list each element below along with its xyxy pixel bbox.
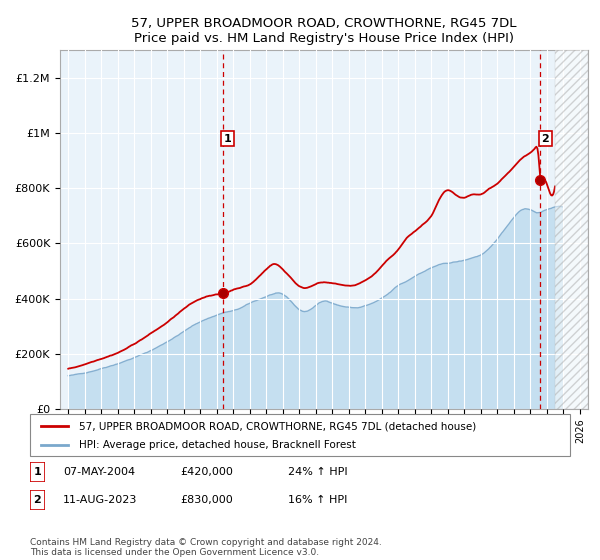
Text: 16% ↑ HPI: 16% ↑ HPI (288, 494, 347, 505)
Text: Contains HM Land Registry data © Crown copyright and database right 2024.
This d: Contains HM Land Registry data © Crown c… (30, 538, 382, 557)
Text: 11-AUG-2023: 11-AUG-2023 (63, 494, 137, 505)
Text: 07-MAY-2004: 07-MAY-2004 (63, 466, 135, 477)
Text: 1: 1 (224, 134, 232, 143)
Title: 57, UPPER BROADMOOR ROAD, CROWTHORNE, RG45 7DL
Price paid vs. HM Land Registry's: 57, UPPER BROADMOOR ROAD, CROWTHORNE, RG… (131, 17, 517, 45)
FancyBboxPatch shape (30, 462, 45, 482)
Text: £830,000: £830,000 (180, 494, 233, 505)
Text: HPI: Average price, detached house, Bracknell Forest: HPI: Average price, detached house, Brac… (79, 440, 355, 450)
Text: 24% ↑ HPI: 24% ↑ HPI (288, 466, 347, 477)
Text: 2: 2 (34, 495, 41, 505)
FancyBboxPatch shape (30, 490, 45, 510)
Text: £420,000: £420,000 (180, 466, 233, 477)
Text: 1: 1 (34, 467, 41, 477)
Text: 57, UPPER BROADMOOR ROAD, CROWTHORNE, RG45 7DL (detached house): 57, UPPER BROADMOOR ROAD, CROWTHORNE, RG… (79, 421, 476, 431)
FancyBboxPatch shape (30, 414, 570, 456)
Text: 2: 2 (541, 134, 549, 143)
